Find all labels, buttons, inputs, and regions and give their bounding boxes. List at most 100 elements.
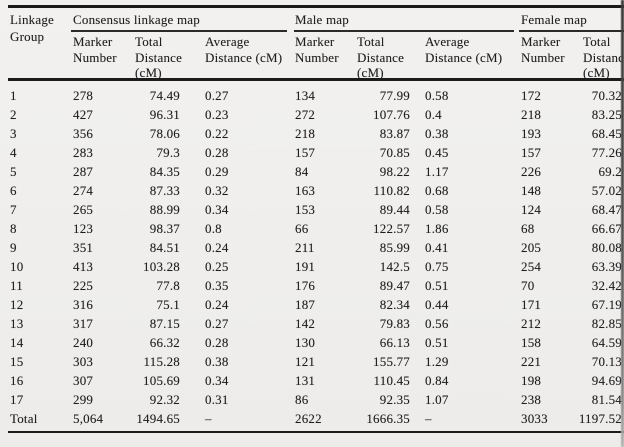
- cell-male-total-distance: 110.45: [373, 373, 410, 388]
- table-row: 16 307 105.69 0.34 131 110.45 0.84 198 94.69: [0, 373, 624, 392]
- cell-linkage-group: 13: [10, 316, 24, 331]
- table-row: 7 265 88.99 0.34 153 89.44 0.58 124 68.47: [0, 202, 624, 221]
- cell-female-total-distance: 68.45: [591, 126, 622, 141]
- header-body-separator-rule: [8, 78, 624, 81]
- cell-male-total-distance: 107.76: [373, 107, 410, 122]
- cell-female-total-distance: 70.32: [591, 88, 622, 103]
- cell-female-total-distance: 32.42: [591, 278, 622, 293]
- cell-consensus-total-distance: 105.69: [143, 373, 180, 388]
- cell-linkage-group: 3: [10, 126, 17, 141]
- cell-male-total-distance: 70.85: [379, 145, 410, 160]
- top-rule: [8, 5, 624, 8]
- cell-consensus-average-distance: 0.23: [205, 107, 229, 122]
- cell-male-marker-number: 211: [295, 240, 315, 255]
- cell-female-total-distance: 1197.52: [578, 411, 622, 426]
- cell-male-total-distance: 83.87: [379, 126, 410, 141]
- cell-consensus-average-distance: 0.38: [205, 354, 229, 369]
- cell-female-marker-number: 158: [521, 335, 542, 350]
- cell-consensus-marker-number: 283: [73, 145, 94, 160]
- cell-female-marker-number: 198: [521, 373, 542, 388]
- cell-consensus-marker-number: 240: [73, 335, 94, 350]
- cell-male-marker-number: 2622: [295, 411, 322, 426]
- cell-male-marker-number: 66: [295, 221, 309, 236]
- cell-male-average-distance: 0.44: [425, 297, 449, 312]
- cell-female-marker-number: 193: [521, 126, 542, 141]
- cell-male-marker-number: 153: [295, 202, 316, 217]
- cell-female-marker-number: 172: [521, 88, 542, 103]
- cell-consensus-marker-number: 316: [73, 297, 94, 312]
- cell-male-average-distance: 0.4: [425, 107, 442, 122]
- cell-female-marker-number: 157: [521, 145, 542, 160]
- cell-female-total-distance: 63.39: [591, 259, 622, 274]
- cell-linkage-group: 15: [10, 354, 24, 369]
- female-section-underline: [519, 30, 624, 32]
- cell-female-total-distance: 64.59: [591, 335, 622, 350]
- cell-female-total-distance: 67.19: [591, 297, 622, 312]
- cell-consensus-marker-number: 299: [73, 392, 94, 407]
- cell-male-average-distance: 1.07: [425, 392, 449, 407]
- cell-consensus-marker-number: 307: [73, 373, 94, 388]
- section-header-female-map: Female map: [521, 12, 587, 27]
- cell-male-average-distance: 0.58: [425, 202, 449, 217]
- cell-female-marker-number: 212: [521, 316, 542, 331]
- cell-consensus-marker-number: 303: [73, 354, 94, 369]
- cell-male-average-distance: 0.51: [425, 335, 449, 350]
- cell-female-total-distance: 80.08: [591, 240, 622, 255]
- cell-male-average-distance: 0.58: [425, 88, 449, 103]
- cell-male-average-distance: 0.84: [425, 373, 449, 388]
- cell-male-total-distance: 79.83: [379, 316, 410, 331]
- cell-female-marker-number: 205: [521, 240, 542, 255]
- cell-male-total-distance: 89.47: [379, 278, 410, 293]
- cell-female-total-distance: 81.54: [591, 392, 622, 407]
- cell-male-average-distance: 0.56: [425, 316, 449, 331]
- cell-consensus-average-distance: 0.24: [205, 240, 229, 255]
- cell-consensus-marker-number: 278: [73, 88, 94, 103]
- cell-consensus-average-distance: 0.25: [205, 259, 229, 274]
- cell-female-total-distance: 66.67: [591, 221, 622, 236]
- cell-male-average-distance: 1.17: [425, 164, 449, 179]
- table-row: 14 240 66.32 0.28 130 66.13 0.51 158 64.59: [0, 335, 624, 354]
- column-header-male-total-distance: Total Distance (cM): [357, 34, 405, 80]
- cell-linkage-group: 7: [10, 202, 17, 217]
- cell-consensus-marker-number: 351: [73, 240, 94, 255]
- table-row: 11 225 77.8 0.35 176 89.47 0.51 70 32.42: [0, 278, 624, 297]
- male-section-underline: [294, 30, 514, 32]
- cell-male-total-distance: 92.35: [379, 392, 410, 407]
- cell-consensus-average-distance: 0.22: [205, 126, 229, 141]
- cell-female-marker-number: 171: [521, 297, 542, 312]
- cell-consensus-average-distance: –: [205, 411, 212, 426]
- cell-female-total-distance: 70.13: [591, 354, 622, 369]
- column-header-consensus-marker-number: Marker Number: [73, 34, 117, 65]
- cell-male-total-distance: 98.22: [379, 164, 410, 179]
- table-row: 4 283 79.3 0.28 157 70.85 0.45 157 77.26: [0, 145, 624, 164]
- cell-consensus-average-distance: 0.34: [205, 373, 229, 388]
- cell-linkage-group: 4: [10, 145, 17, 160]
- cell-consensus-average-distance: 0.27: [205, 316, 229, 331]
- cell-male-marker-number: 191: [295, 259, 316, 274]
- cell-linkage-group: 10: [10, 259, 24, 274]
- cell-male-marker-number: 84: [295, 164, 309, 179]
- cell-consensus-marker-number: 427: [73, 107, 94, 122]
- cell-consensus-total-distance: 78.06: [149, 126, 180, 141]
- cell-male-total-distance: 1666.35: [366, 411, 410, 426]
- cell-consensus-total-distance: 103.28: [143, 259, 180, 274]
- cell-female-total-distance: 57.02: [591, 183, 622, 198]
- cell-male-marker-number: 130: [295, 335, 316, 350]
- cell-consensus-average-distance: 0.35: [205, 278, 229, 293]
- cell-consensus-marker-number: 287: [73, 164, 94, 179]
- cell-consensus-marker-number: 265: [73, 202, 94, 217]
- column-header-male-marker-number: Marker Number: [295, 34, 339, 65]
- cell-male-total-distance: 77.99: [379, 88, 410, 103]
- cell-consensus-average-distance: 0.34: [205, 202, 229, 217]
- cell-consensus-marker-number: 274: [73, 183, 94, 198]
- cell-male-average-distance: 0.41: [425, 240, 449, 255]
- cell-male-total-distance: 110.82: [373, 183, 410, 198]
- cell-linkage-group: 6: [10, 183, 17, 198]
- table-row: 1 278 74.49 0.27 134 77.99 0.58 172 70.32: [0, 88, 624, 107]
- cell-male-total-distance: 66.13: [379, 335, 410, 350]
- bottom-rule: [8, 431, 624, 433]
- cell-consensus-marker-number: 317: [73, 316, 94, 331]
- cell-male-total-distance: 155.77: [373, 354, 410, 369]
- cell-consensus-average-distance: 0.28: [205, 145, 229, 160]
- cell-linkage-group: 2: [10, 107, 17, 122]
